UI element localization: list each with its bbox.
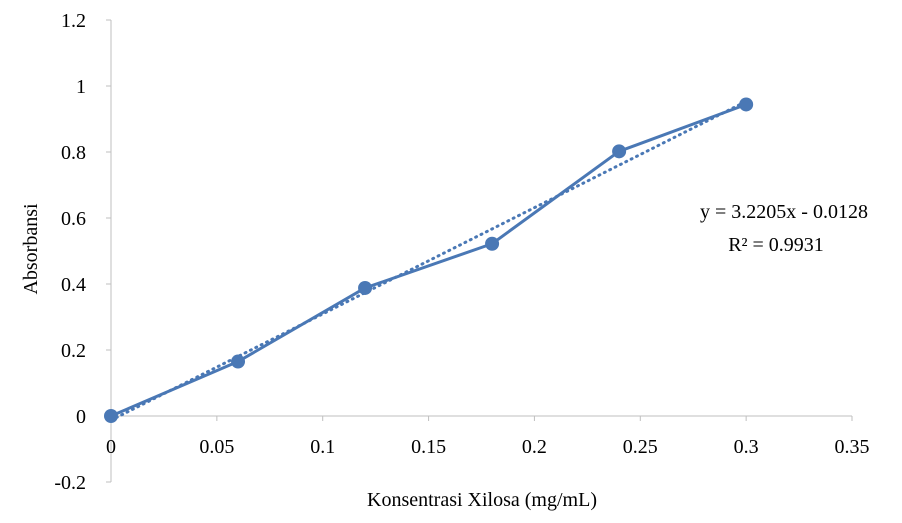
data-point [485,236,500,251]
x-tick-label: 0 [106,436,116,458]
r-squared-label: R² = 0.9931 [728,234,824,256]
data-point [612,144,627,159]
tick-labels: -0.2 0 0.2 0.4 0.6 0.8 1 1.2 0 0.05 0.1 0.15 0.2 0.25… [54,10,869,494]
x-tick-label: 0.15 [411,436,446,458]
y-tick-label: 0.8 [61,142,86,164]
axes [106,19,853,483]
data-point [739,97,754,112]
x-axis-title: Konsentrasi Xilosa (mg/mL) [367,489,597,511]
y-tick-label: 1.2 [61,10,86,32]
x-tick-label: 0.35 [835,436,870,458]
y-tick-label: -0.2 [54,472,86,494]
x-tick-label: 0.05 [199,436,234,458]
data-series [104,97,754,423]
data-point [104,409,118,423]
y-tick-label: 0 [76,406,86,428]
y-tick-label: 0.6 [61,208,86,230]
y-axis-title: Absorbansi [20,203,42,295]
x-tick-label: 0.25 [623,436,658,458]
trendline [109,99,748,422]
y-tick-label: 0.2 [61,340,86,362]
y-tick-label: 1 [76,76,86,98]
series-line [110,103,747,418]
data-point [358,280,373,295]
x-tick-label: 0.3 [734,436,759,458]
trendline-equation: y = 3.2205x - 0.0128 [700,201,868,223]
data-point [231,354,246,369]
y-tick-label: 0.4 [61,274,86,296]
x-tick-label: 0.2 [522,436,547,458]
trendline-line [109,99,748,422]
x-tick-label: 0.1 [310,436,335,458]
